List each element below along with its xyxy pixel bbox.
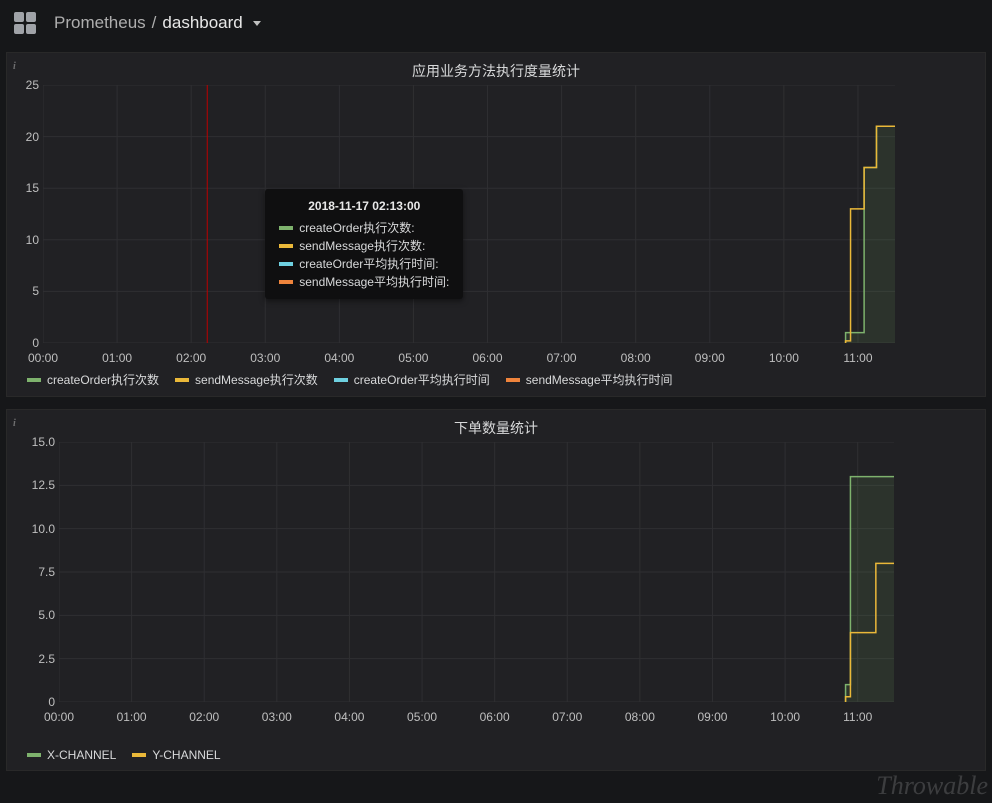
legend-item[interactable]: sendMessage执行次数 — [175, 371, 318, 388]
y-tick-label: 10 — [26, 233, 39, 247]
y-tick-label: 0 — [32, 336, 39, 350]
x-tick-label: 09:00 — [695, 351, 725, 365]
legend-orders: X-CHANNEL Y-CHANNEL — [27, 748, 221, 762]
y-tick-label: 7.5 — [38, 565, 55, 579]
color-swatch — [334, 378, 348, 382]
color-swatch — [279, 262, 293, 266]
x-tick-label: 06:00 — [480, 710, 510, 724]
legend-label: sendMessage平均执行时间 — [526, 371, 673, 388]
x-tick-label: 02:00 — [176, 351, 206, 365]
breadcrumb-sep: / — [152, 13, 157, 33]
y-tick-label: 5.0 — [38, 608, 55, 622]
x-tick-label: 05:00 — [398, 351, 428, 365]
y-tick-label: 10.0 — [32, 522, 55, 536]
x-tick-label: 03:00 — [250, 351, 280, 365]
legend-label: createOrder平均执行时间 — [354, 371, 490, 388]
breadcrumb-current[interactable]: dashboard — [162, 13, 242, 33]
legend-label: X-CHANNEL — [47, 748, 116, 762]
color-swatch — [27, 753, 41, 757]
y-tick-label: 5 — [32, 284, 39, 298]
x-tick-label: 10:00 — [769, 351, 799, 365]
x-tick-label: 07:00 — [552, 710, 582, 724]
x-tick-label: 06:00 — [473, 351, 503, 365]
x-tick-label: 05:00 — [407, 710, 437, 724]
x-tick-label: 08:00 — [625, 710, 655, 724]
legend-label: createOrder执行次数 — [47, 371, 159, 388]
chart-orders[interactable]: 02.55.07.510.012.515.000:0001:0002:0003:… — [59, 442, 894, 702]
legend-label: Y-CHANNEL — [152, 748, 220, 762]
y-tick-label: 20 — [26, 130, 39, 144]
x-tick-label: 04:00 — [324, 351, 354, 365]
apps-icon[interactable] — [14, 12, 36, 34]
color-swatch — [279, 244, 293, 248]
x-tick-label: 00:00 — [44, 710, 74, 724]
legend-label: sendMessage执行次数 — [195, 371, 318, 388]
legend-item[interactable]: Y-CHANNEL — [132, 748, 220, 762]
x-tick-label: 11:00 — [843, 710, 872, 724]
x-tick-label: 04:00 — [334, 710, 364, 724]
panels-container: 应用业务方法执行度量统计 051015202500:0001:0002:0003… — [0, 46, 992, 789]
topbar: Prometheus / dashboard — [0, 0, 992, 46]
breadcrumb-root[interactable]: Prometheus — [54, 13, 146, 33]
chevron-down-icon[interactable] — [253, 21, 261, 26]
x-tick-label: 03:00 — [262, 710, 292, 724]
legend-metrics: createOrder执行次数 sendMessage执行次数 createOrde… — [27, 371, 673, 388]
tooltip-row: sendMessage执行次数: — [279, 237, 449, 255]
tooltip-row: createOrder执行次数: — [279, 219, 449, 237]
tooltip-row: createOrder平均执行时间: — [279, 255, 449, 273]
y-tick-label: 2.5 — [38, 652, 55, 666]
panel-title: 下单数量统计 — [7, 410, 985, 442]
x-tick-label: 00:00 — [28, 351, 58, 365]
y-tick-label: 15.0 — [32, 435, 55, 449]
color-swatch — [132, 753, 146, 757]
info-icon[interactable] — [13, 414, 23, 424]
x-tick-label: 01:00 — [117, 710, 147, 724]
breadcrumb[interactable]: Prometheus / dashboard — [54, 13, 261, 33]
color-swatch — [279, 280, 293, 284]
panel-metrics: 应用业务方法执行度量统计 051015202500:0001:0002:0003… — [6, 52, 986, 397]
legend-item[interactable]: createOrder执行次数 — [27, 371, 159, 388]
color-swatch — [506, 378, 520, 382]
y-tick-label: 0 — [48, 695, 55, 709]
x-tick-label: 10:00 — [770, 710, 800, 724]
tooltip-title: 2018-11-17 02:13:00 — [279, 197, 449, 215]
color-swatch — [27, 378, 41, 382]
legend-item[interactable]: sendMessage平均执行时间 — [506, 371, 673, 388]
chart-tooltip: 2018-11-17 02:13:00createOrder执行次数:sendM… — [265, 189, 463, 299]
panel-title: 应用业务方法执行度量统计 — [7, 53, 985, 85]
x-tick-label: 09:00 — [697, 710, 727, 724]
x-tick-label: 11:00 — [843, 351, 872, 365]
y-tick-label: 15 — [26, 181, 39, 195]
legend-item[interactable]: X-CHANNEL — [27, 748, 116, 762]
tooltip-label: createOrder执行次数: — [299, 219, 414, 237]
tooltip-label: sendMessage平均执行时间: — [299, 273, 449, 291]
x-tick-label: 01:00 — [102, 351, 132, 365]
y-tick-label: 12.5 — [32, 478, 55, 492]
tooltip-row: sendMessage平均执行时间: — [279, 273, 449, 291]
y-tick-label: 25 — [26, 78, 39, 92]
x-tick-label: 07:00 — [547, 351, 577, 365]
color-swatch — [279, 226, 293, 230]
panel-orders: 下单数量统计 02.55.07.510.012.515.000:0001:000… — [6, 409, 986, 771]
x-tick-label: 08:00 — [621, 351, 651, 365]
x-tick-label: 02:00 — [189, 710, 219, 724]
legend-item[interactable]: createOrder平均执行时间 — [334, 371, 490, 388]
chart-metrics[interactable]: 051015202500:0001:0002:0003:0004:0005:00… — [43, 85, 895, 343]
tooltip-label: sendMessage执行次数: — [299, 237, 425, 255]
color-swatch — [175, 378, 189, 382]
info-icon[interactable] — [13, 57, 23, 67]
tooltip-label: createOrder平均执行时间: — [299, 255, 438, 273]
